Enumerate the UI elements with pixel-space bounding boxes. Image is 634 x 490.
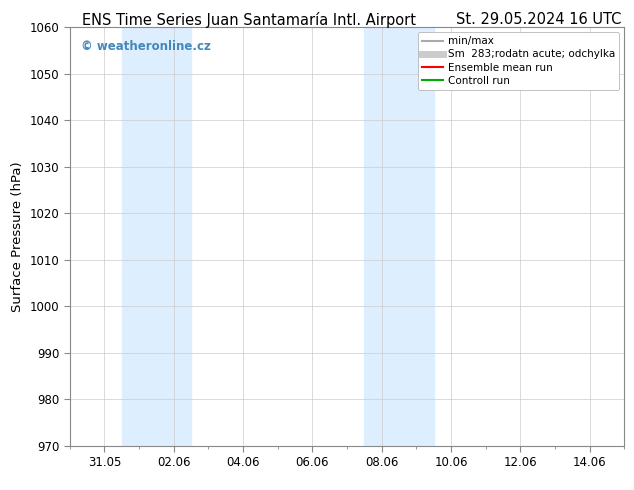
Y-axis label: Surface Pressure (hPa): Surface Pressure (hPa): [11, 161, 24, 312]
Text: ENS Time Series Juan Santamaría Intl. Airport: ENS Time Series Juan Santamaría Intl. Ai…: [82, 12, 417, 28]
Text: © weatheronline.cz: © weatheronline.cz: [81, 40, 210, 52]
Bar: [122, 27, 191, 446]
Bar: [365, 27, 434, 446]
Text: St. 29.05.2024 16 UTC: St. 29.05.2024 16 UTC: [456, 12, 621, 27]
Legend: min/max, Sm  283;rodatn acute; odchylka, Ensemble mean run, Controll run: min/max, Sm 283;rodatn acute; odchylka, …: [418, 32, 619, 90]
